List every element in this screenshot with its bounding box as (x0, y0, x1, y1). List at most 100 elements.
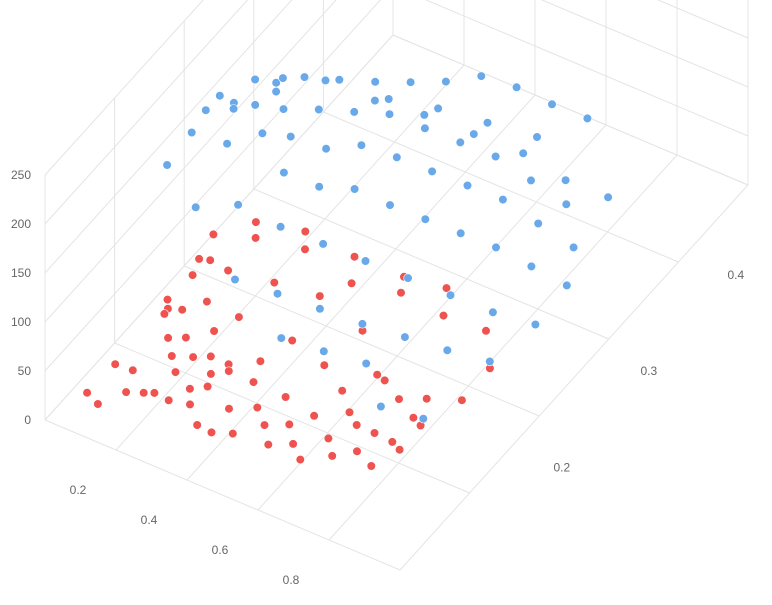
red-data-point (366, 461, 376, 471)
red-data-point (327, 451, 337, 461)
x-tick-label: 0.2 (70, 483, 87, 497)
tick-labels: 0 50 100 150 200 250 0.2 0.4 0.6 0.8 1 0.2 0.3 0.4 (11, 168, 744, 605)
red-data-point (287, 335, 297, 346)
blue-data-point (360, 256, 371, 266)
blue-data-point (286, 132, 296, 142)
blue-data-point (420, 214, 430, 224)
red-data-point (372, 370, 382, 380)
blue-data-point (582, 113, 593, 123)
z-tick-label: 50 (18, 364, 32, 378)
blue-data-point (441, 76, 451, 87)
y-tick-label: 0.3 (640, 364, 657, 378)
red-data-point (252, 402, 262, 413)
grid-line (44, 34, 394, 421)
blue-data-point (533, 218, 543, 229)
blue-data-point (419, 110, 429, 120)
grid-line (186, 94, 536, 481)
red-data-point (281, 392, 291, 402)
red-data-point (164, 395, 174, 405)
grid-line (392, 34, 749, 186)
blue-data-point (491, 151, 501, 162)
red-data-point (162, 295, 173, 305)
blue-data-point (272, 289, 283, 299)
red-data-point (185, 384, 195, 394)
red-data-point (347, 278, 357, 288)
grid-line (115, 64, 465, 451)
grid-line (323, 111, 679, 263)
blue-data-point (319, 346, 329, 356)
grid-line (44, 0, 204, 176)
red-data-point (344, 407, 355, 417)
red-data-point (457, 395, 467, 405)
red-data-point (352, 420, 362, 430)
y-tick-label: 0.2 (553, 460, 570, 474)
red-data-point (323, 433, 334, 444)
red-data-point (170, 367, 181, 377)
blue-data-point (442, 345, 452, 355)
data-points (82, 71, 613, 471)
blue-data-point (530, 319, 541, 330)
blue-data-point (560, 175, 571, 185)
red-data-point (206, 351, 216, 362)
blue-data-point (482, 118, 493, 128)
red-data-point (206, 369, 216, 379)
blue-data-point (392, 152, 402, 162)
x-tick-label: 0.6 (212, 543, 229, 557)
red-data-point (422, 394, 432, 404)
red-data-point (481, 326, 491, 336)
z-tick-label: 100 (11, 315, 31, 329)
blue-data-point (318, 239, 328, 249)
red-data-point (139, 388, 149, 398)
z-tick-label: 0 (24, 413, 31, 427)
blue-data-point (561, 199, 571, 209)
red-data-point (269, 278, 279, 288)
red-data-point (248, 377, 259, 387)
grid-line (253, 188, 609, 340)
blue-data-point (532, 132, 542, 142)
blue-data-point (427, 166, 437, 176)
blue-data-point (476, 71, 486, 81)
grid-line (184, 265, 540, 417)
grid-lines (44, 0, 749, 571)
blue-data-point (276, 333, 286, 343)
red-data-point (206, 427, 217, 438)
blue-data-point (334, 75, 344, 85)
red-data-point (228, 429, 238, 439)
red-data-point (194, 254, 204, 264)
blue-data-point (230, 274, 240, 285)
red-data-point (149, 388, 159, 398)
blue-data-point (370, 77, 380, 87)
red-data-point (441, 283, 452, 293)
blue-data-point (469, 129, 479, 139)
red-data-point (309, 411, 319, 421)
z-tick-label: 200 (11, 217, 31, 231)
red-data-point (315, 291, 325, 301)
x-tick-label: 0.8 (283, 573, 300, 587)
red-data-point (167, 351, 177, 361)
red-data-point (395, 445, 405, 455)
red-data-point (192, 420, 202, 430)
red-data-point (224, 366, 234, 376)
red-data-point (93, 399, 103, 409)
blue-data-point (376, 401, 386, 412)
red-data-point (82, 388, 92, 398)
red-data-point (224, 404, 234, 414)
blue-data-point (420, 123, 430, 133)
blue-data-point (462, 180, 473, 191)
red-data-point (110, 359, 120, 369)
red-data-point (284, 419, 294, 430)
red-data-point (223, 265, 233, 276)
red-data-point (259, 420, 270, 430)
grid-line (44, 0, 293, 274)
red-data-point (202, 297, 212, 307)
blue-data-point (250, 100, 260, 110)
blue-data-point (526, 175, 536, 185)
red-data-point (209, 326, 219, 336)
blue-data-point (455, 137, 465, 147)
blue-data-point (491, 242, 501, 252)
red-data-point (396, 288, 406, 298)
red-data-point (163, 333, 173, 343)
red-data-point (234, 312, 244, 322)
red-data-point (408, 413, 419, 423)
